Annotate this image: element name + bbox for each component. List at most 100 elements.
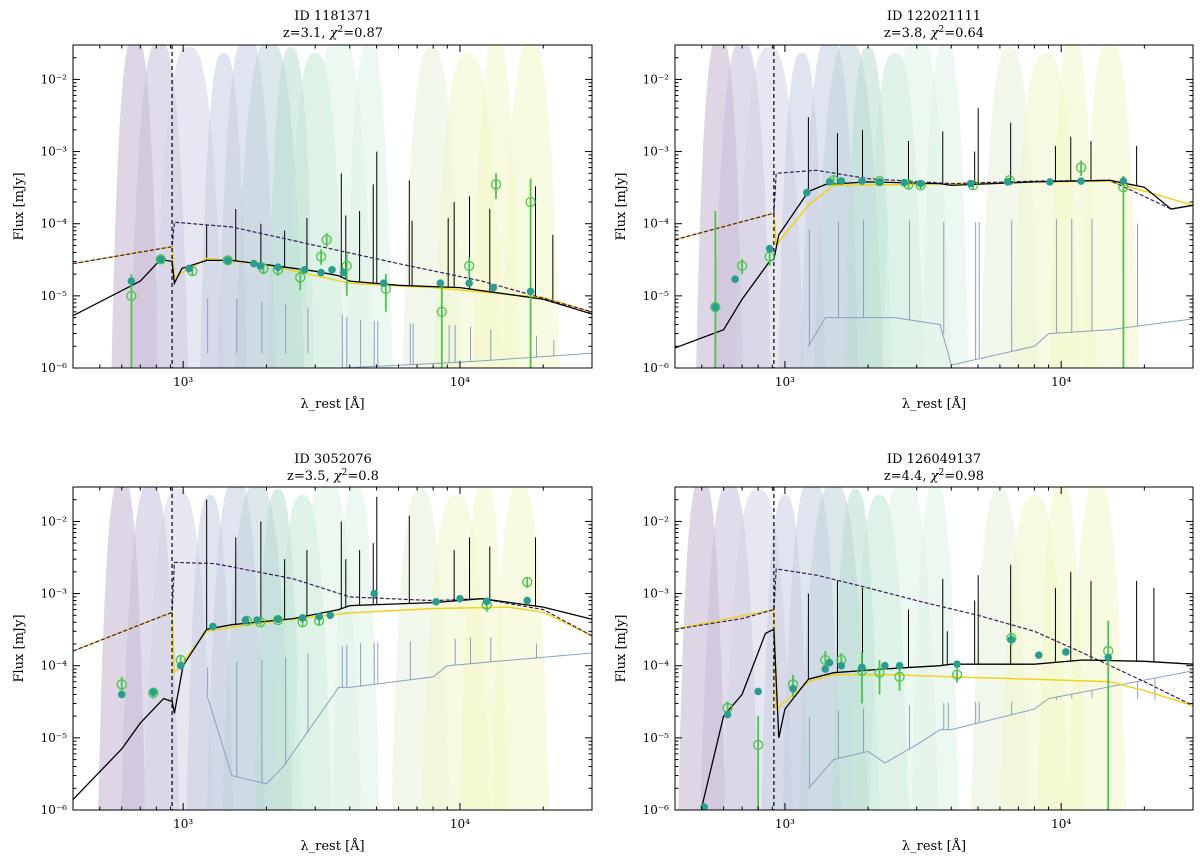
panel-2-model-phot-14 [523,596,532,605]
panel-1-plot-area [675,45,1193,368]
panel-0-obs-point-14 [525,196,536,208]
panel-0-model-phot-5 [256,262,265,270]
panel-3-frame [674,486,1194,811]
panel-1-xlabel: λ_rest [Å] [902,396,966,412]
panel-2-ytick-label-1: 10⁻⁵ [41,731,68,745]
panel-3-model-phot-13 [1062,648,1070,656]
panel-2-xlabel: λ_rest [Å] [300,838,364,854]
panel-2-plot: 10⁻⁶ 10⁻⁵ 10⁻⁴ 10⁻³ 10⁻² 10³ 10⁴ λ_rest [Å] Flux… [12,486,593,854]
panel-2-model-phot-9 [326,611,335,620]
panel-0-obs-point-9 [341,260,352,272]
panel-1-ytick-label-2: 10⁻⁴ [643,217,670,231]
panel-0-model-phot-0 [127,277,136,285]
panel-1-obs-point-9 [1075,162,1087,173]
panel-2-model-phot-3 [209,622,217,631]
panel-2-plot-area [73,487,592,810]
panel-1-model-phot-10 [966,179,975,188]
panel-2-ytick-label-2: 10⁻⁴ [41,659,68,673]
panel-0-model-phot-1 [156,255,165,264]
panel-3-subtitle: z=4.4, χ2=0.98 [884,468,984,484]
panel-0-ytick-label-0: 10⁻⁶ [41,361,68,375]
panel-0-xtick-label-1: 10⁴ [450,375,470,389]
panel-0-obs-point-1 [155,254,166,265]
panel-2-model-phot-8 [315,612,323,621]
panel-0-model-phot-13 [465,279,473,287]
panel-1-model-phot-9 [916,179,925,188]
panel-3-xlabel: λ_rest [Å] [902,838,966,854]
panel-2-model-phot-12 [456,594,464,603]
panel-2-chi2: =0.8 [347,469,379,484]
panel-1-ylabel: Flux [mJy] [614,172,629,240]
panel-3-model-phot-7 [858,663,866,672]
panel-0-filter-9 [345,45,393,368]
panel-2-model-phot-5 [253,616,261,624]
panel-1-plot: 10⁻⁶ 10⁻⁵ 10⁻⁴ 10⁻³ 10⁻² 10³ 10⁴ λ_rest [Å] Flux… [614,44,1194,412]
panel-0-title: ID 1181371 [294,9,372,24]
panel-0-chi2: =0.87 [343,26,383,41]
panel-3-ytick-label-3: 10⁻³ [643,587,670,601]
panel-2-subtitle: z=3.5, χ2=0.8 [287,468,379,484]
panel-0-ytick-label-4: 10⁻² [41,72,68,86]
panel-3-model-phot-12 [1035,651,1043,659]
panel-0-plot: 10⁻⁶ 10⁻⁵ 10⁻⁴ 10⁻³ 10⁻² 10³ 10⁴ λ_rest [Å] Flux… [12,44,593,412]
panel-2-ytick-label-4: 10⁻² [41,514,68,528]
panel-3-obs-point-6 [874,667,885,678]
panel-0-model-phot-12 [436,279,445,287]
panel-1-model-phot-13 [1077,177,1085,185]
panel-0-frame [72,44,593,369]
panel-3-xtick-label-0: 10³ [775,817,795,831]
panel-2-ytick-label-3: 10⁻³ [41,587,68,601]
panel-1-subtitle: z=3.8, χ2=0.64 [884,25,984,41]
panel-2-filter-9 [332,487,380,810]
panel-3: ID 126049137 z=4.4, χ2=0.98 [884,452,984,484]
panel-1-model-phot-12 [1046,178,1054,186]
panel-3-title: ID 126049137 [887,452,981,467]
panel-3-model-phot-9 [895,661,904,670]
panel-0-model-phot-11 [379,279,388,287]
panel-2-xtick-label-0: 10³ [173,817,193,831]
panel-0-xlabel: λ_rest [Å] [300,396,364,412]
panel-0-total-model [73,258,592,317]
panel-0-subtitle: z=3.1, χ2=0.87 [283,25,383,41]
panel-3-obs-point-7 [894,671,905,683]
panel-0-obs-point-7 [315,251,327,262]
panel-3-plot-area [675,487,1193,810]
panel-2-obs-point-9 [522,576,533,588]
panel-1-model-phot-4 [825,178,834,186]
panel-1-obs-point-0 [710,301,721,313]
panel-1-model-phot-0 [711,303,720,311]
panel-1-xtick-label-0: 10³ [775,375,795,389]
panel-1-model-phot-5 [837,177,846,185]
panel-1-ytick-label-1: 10⁻⁵ [643,289,670,303]
panel-1-xtick-label-1: 10⁴ [1051,375,1071,389]
panel-2-model-phot-4 [241,616,250,624]
panel-3-nebular-model [808,670,1193,789]
panel-0-model-phot-10 [339,268,348,277]
panel-2-nebular-model [206,652,592,785]
panel-3-ytick-label-2: 10⁻⁴ [643,659,670,673]
panel-1-frame [674,44,1194,369]
panel-1-model-phot-3 [803,188,811,197]
panel-0-model-phot-4 [250,259,258,268]
panel-2-model-phot-7 [298,614,307,622]
panel-3-model-phot-4 [821,665,830,673]
panel-0-model-phot-9 [328,265,336,274]
panel-0-ylabel: Flux [mJy] [12,172,27,240]
panel-1-model-phot-11 [1003,178,1012,186]
panel-0-model-phot-6 [274,263,282,271]
panel-1-model-phot-8 [900,178,908,187]
panel-1-filter-13 [1080,45,1139,368]
panel-1-model-phot-6 [858,177,866,185]
panel-1-ytick-label-3: 10⁻³ [643,145,670,159]
panel-0-obs-point-3 [222,255,233,266]
panel-2: ID 3052076 z=3.5, χ2=0.8 [287,452,379,484]
panel-3-model-phot-10 [953,660,961,668]
panel-3-ytick-label-1: 10⁻⁵ [643,731,670,745]
panel-3-obs-point-8 [951,669,963,680]
panel-1-intrinsic-model [675,169,1193,241]
panel-2-obs-point-0 [116,679,127,690]
panel-2-model-phot-11 [432,597,440,606]
panel-0-obs-point-8 [321,234,332,245]
panel-2-filter-13 [491,487,550,810]
